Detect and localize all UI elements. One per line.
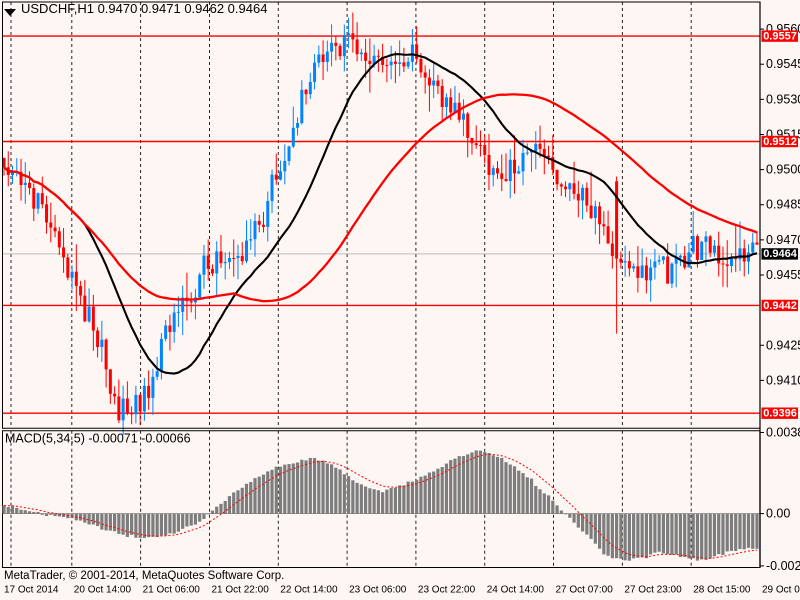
- svg-text:0.9455: 0.9455: [766, 268, 800, 282]
- svg-text:23 Oct 22:00: 23 Oct 22:00: [418, 585, 476, 596]
- svg-text:21 Oct 22:00: 21 Oct 22:00: [212, 585, 270, 596]
- svg-text:MACD(5,34,5) -0.00071 -0.00066: MACD(5,34,5) -0.00071 -0.00066: [5, 432, 191, 446]
- svg-text:USDCHF,H1 0.9470 0.9471 0.946: USDCHF,H1 0.9470 0.9471 0.9462 0.9464: [21, 1, 267, 16]
- svg-text:27 Oct 23:00: 27 Oct 23:00: [624, 585, 682, 596]
- svg-text:0.9425: 0.9425: [766, 338, 800, 352]
- svg-text:-0.00245: -0.00245: [766, 559, 800, 573]
- svg-text:17 Oct 2014: 17 Oct 2014: [4, 585, 59, 596]
- svg-text:MetaTrader, © 2001-2014, MetaQ: MetaTrader, © 2001-2014, MetaQuotes Soft…: [4, 570, 284, 582]
- svg-text:0.00: 0.00: [766, 507, 790, 521]
- svg-text:0.9557: 0.9557: [763, 30, 797, 42]
- svg-text:0.9470: 0.9470: [766, 233, 800, 247]
- svg-text:21 Oct 06:00: 21 Oct 06:00: [143, 585, 201, 596]
- svg-text:27 Oct 07:00: 27 Oct 07:00: [556, 585, 614, 596]
- svg-text:0.9396: 0.9396: [763, 407, 797, 419]
- svg-text:20 Oct 14:00: 20 Oct 14:00: [74, 585, 132, 596]
- svg-text:0.0038: 0.0038: [766, 426, 800, 440]
- svg-text:23 Oct 06:00: 23 Oct 06:00: [349, 585, 407, 596]
- svg-text:29 Oct 07:00: 29 Oct 07:00: [762, 585, 800, 596]
- svg-text:0.9464: 0.9464: [763, 248, 798, 260]
- svg-text:24 Oct 14:00: 24 Oct 14:00: [487, 585, 545, 596]
- svg-text:0.9545: 0.9545: [766, 57, 800, 71]
- svg-text:28 Oct 15:00: 28 Oct 15:00: [693, 585, 751, 596]
- svg-text:0.9485: 0.9485: [766, 198, 800, 212]
- svg-text:0.9512: 0.9512: [763, 136, 797, 148]
- svg-text:22 Oct 14:00: 22 Oct 14:00: [280, 585, 338, 596]
- svg-text:0.9442: 0.9442: [763, 300, 797, 312]
